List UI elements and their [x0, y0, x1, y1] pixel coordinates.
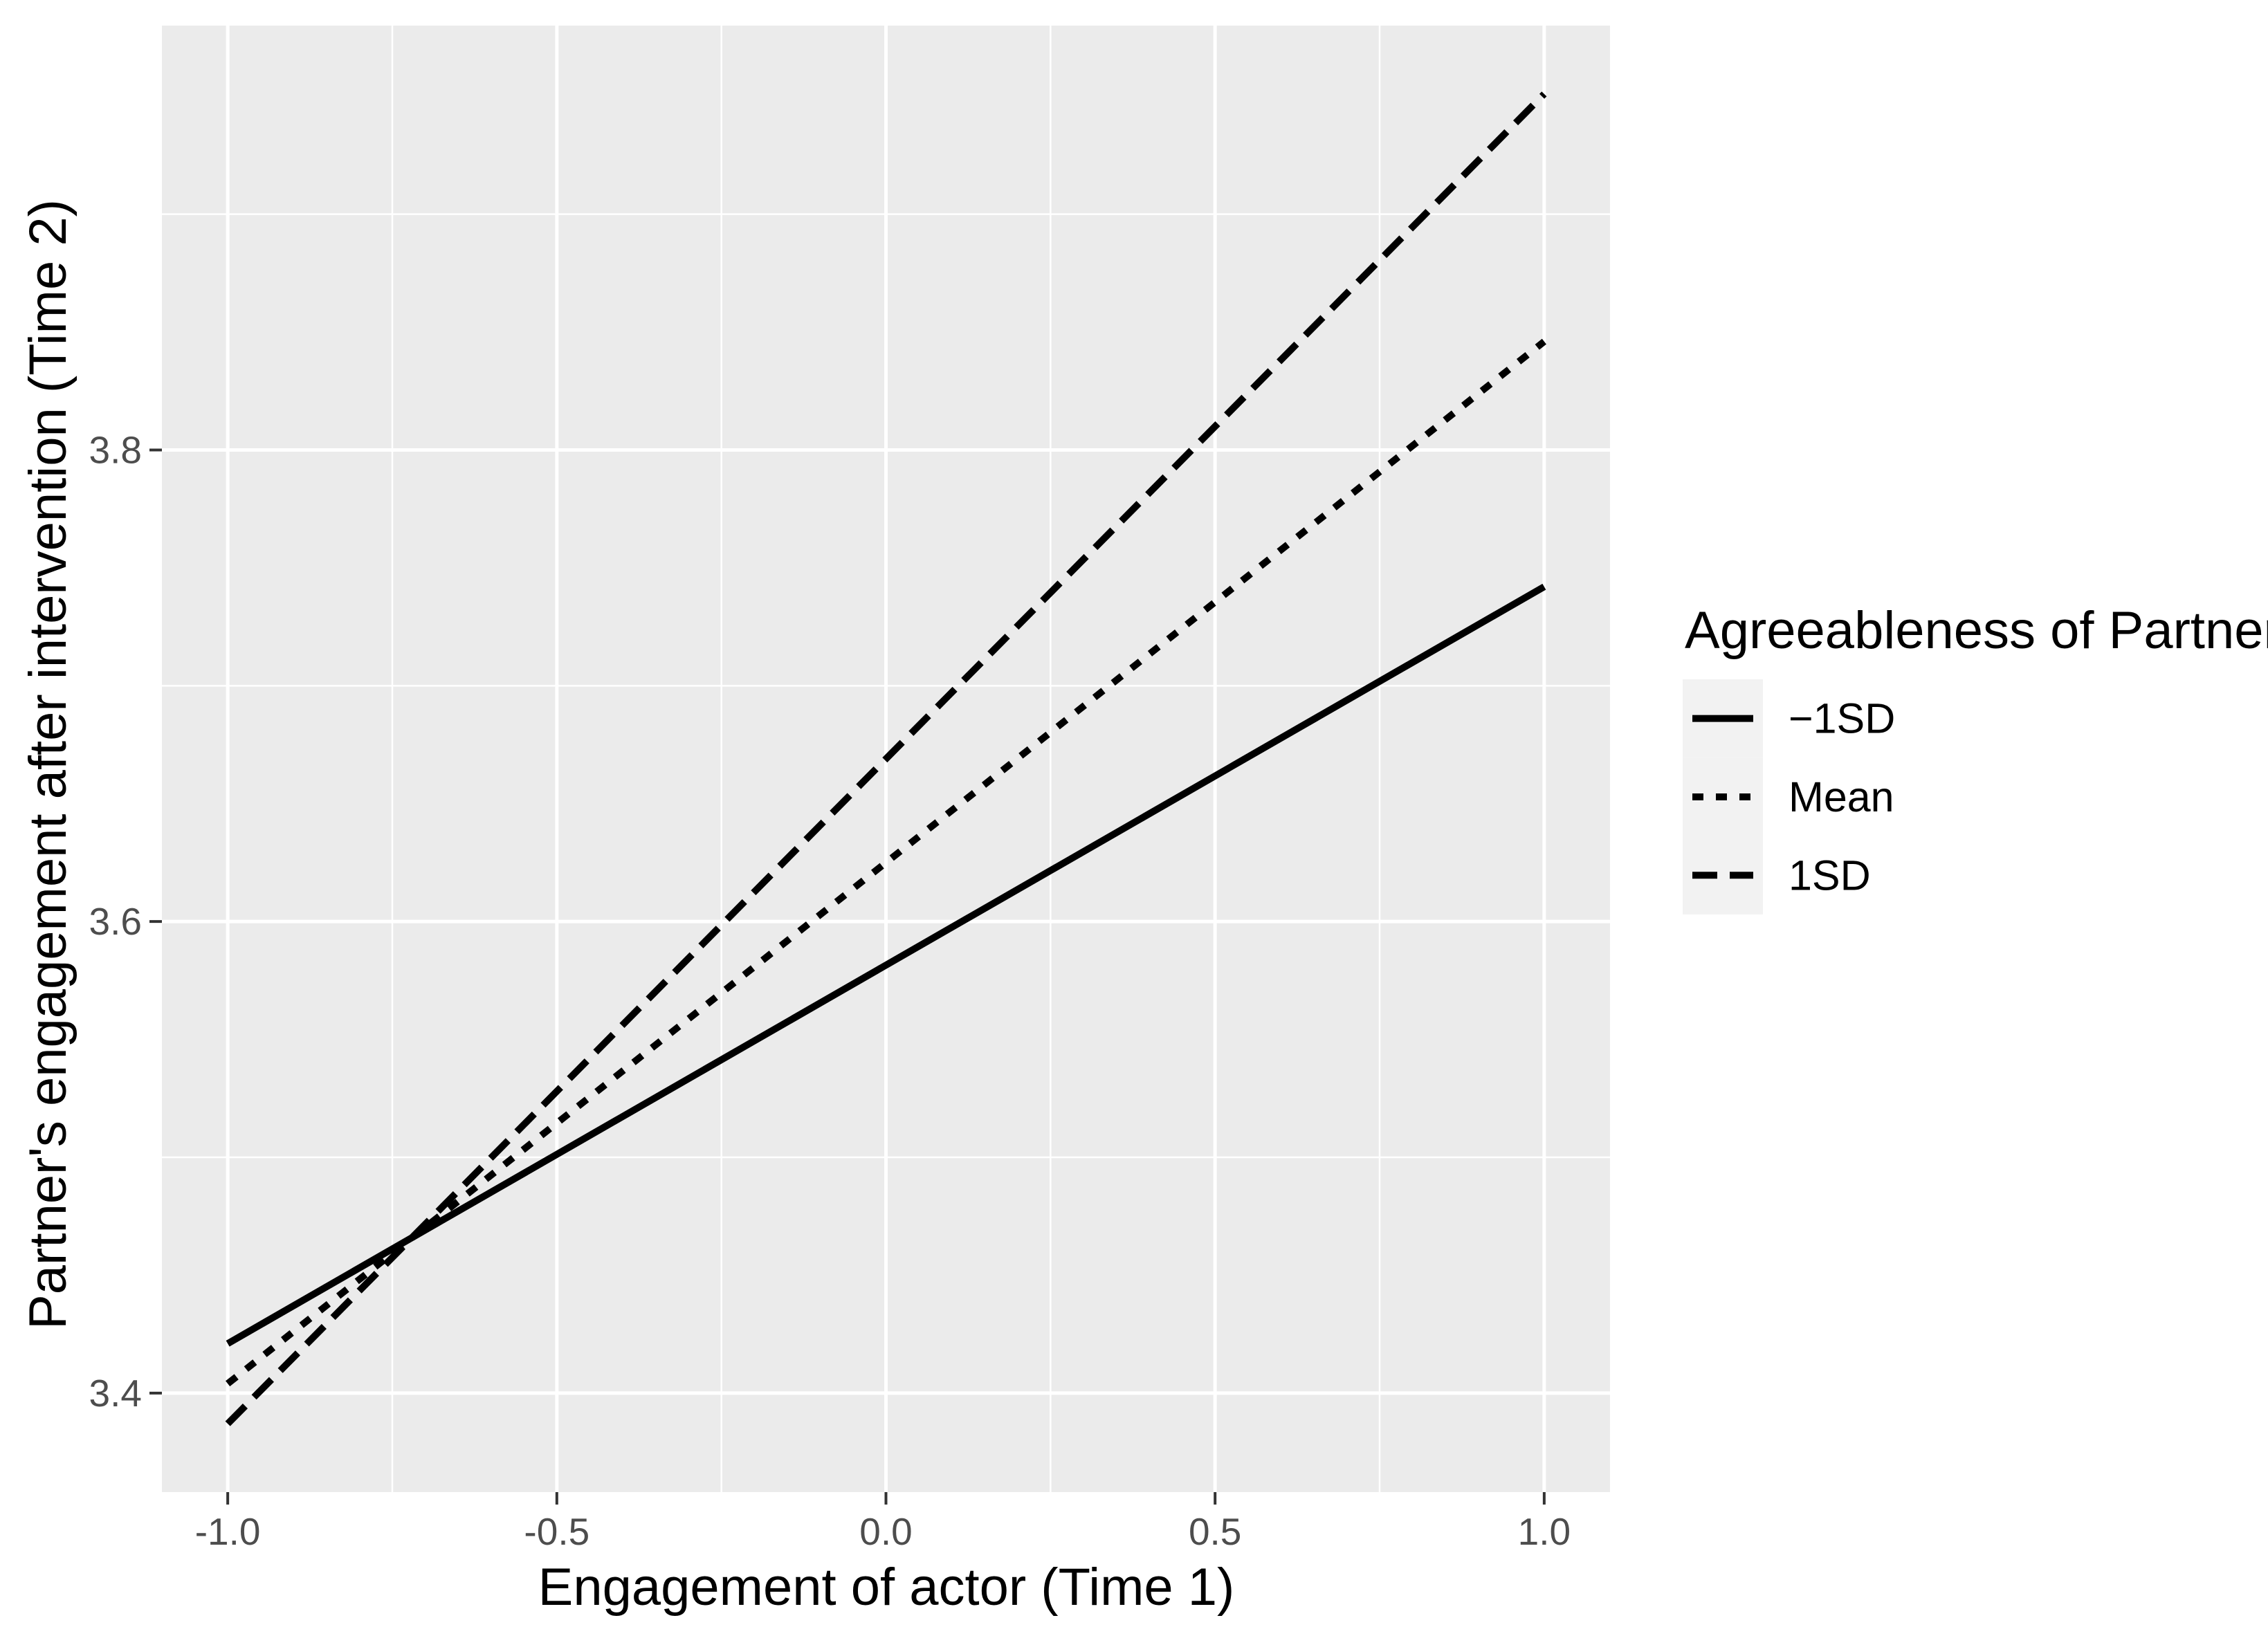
legend-items: −1SD Mean 1SD [1683, 679, 1895, 914]
y-tick-label: 3.4 [89, 1372, 142, 1415]
legend-item-mean: Mean [1683, 757, 1894, 836]
y-tick-label: 3.6 [89, 900, 142, 943]
series-line-solid [226, 583, 1546, 1347]
legend: Agreeableness of Partner −1SD Mean 1SD [1683, 601, 2268, 914]
legend-item-label: −1SD [1789, 695, 1895, 742]
x-axis-title: Engagement of actor (Time 1) [538, 1558, 1235, 1617]
series-line-dashed [225, 91, 1547, 1426]
y-axis-title: Partner's engagement after intervention … [19, 199, 77, 1330]
x-tick-label: -1.0 [195, 1510, 261, 1553]
legend-item-1sd: 1SD [1683, 836, 1871, 914]
legend-title: Agreeableness of Partner [1685, 601, 2268, 660]
legend-item-1sd: −1SD [1683, 679, 1895, 758]
x-tick-label: 1.0 [1518, 1510, 1571, 1553]
axis-tick-labels: -1.0 -0.5 0.0 0.5 1.0 3.4 3.6 3.8 [89, 429, 1571, 1553]
x-tick-label: -0.5 [524, 1510, 589, 1553]
series-lines [225, 91, 1547, 1426]
x-tick-label: 0.0 [859, 1510, 912, 1553]
axis-ticks [149, 448, 1546, 1505]
legend-item-label: Mean [1789, 773, 1894, 820]
legend-item-label: 1SD [1789, 852, 1871, 899]
x-tick-label: 0.5 [1189, 1510, 1241, 1553]
y-tick-label: 3.8 [89, 429, 142, 472]
